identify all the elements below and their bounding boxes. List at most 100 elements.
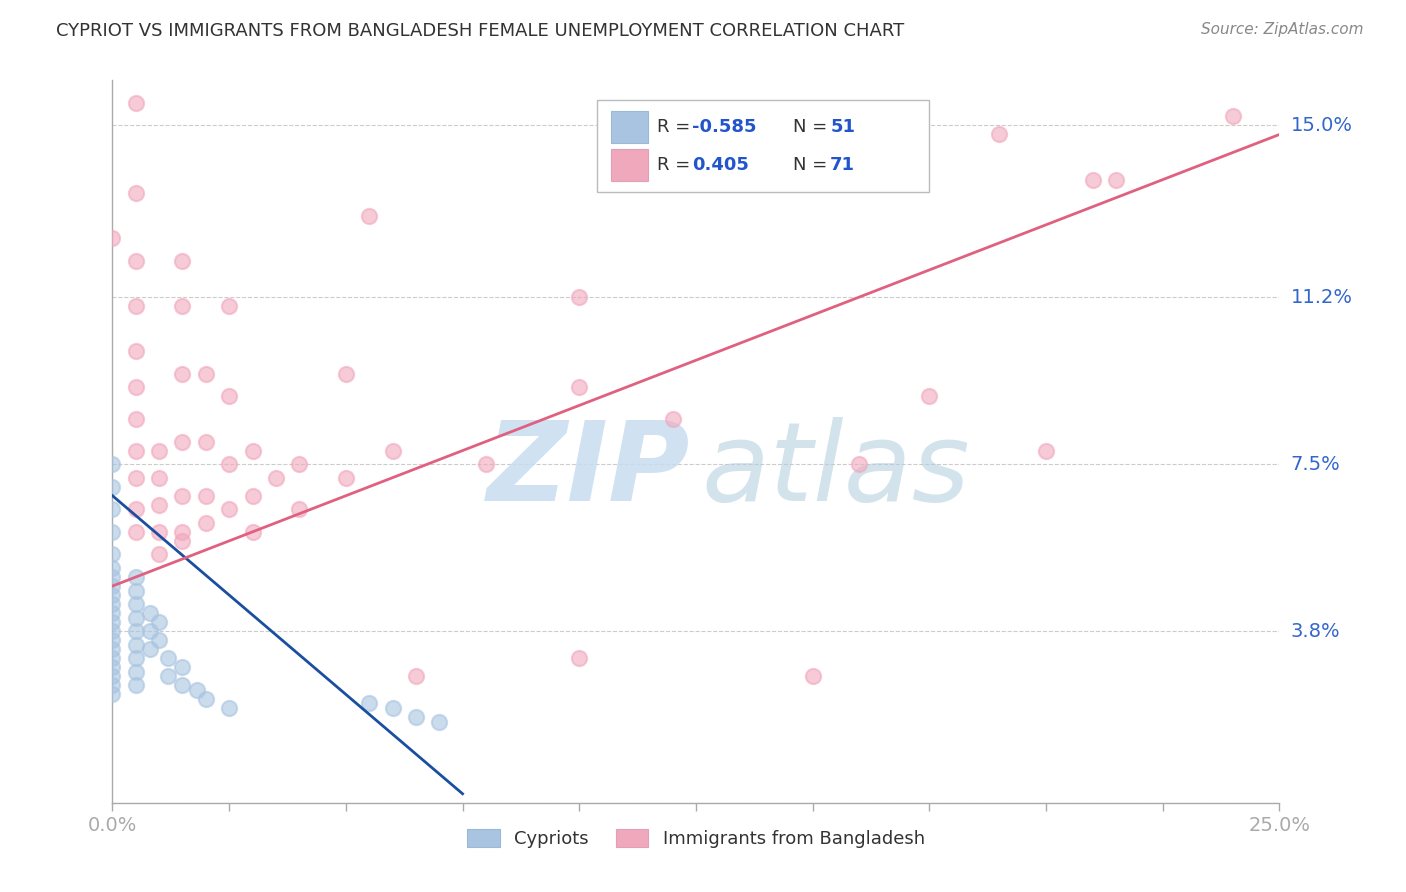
- Point: [661, 412, 683, 426]
- Point: [405, 710, 427, 724]
- Point: [172, 299, 194, 313]
- Text: N =: N =: [793, 118, 832, 136]
- Point: [172, 660, 194, 674]
- Point: [101, 457, 124, 471]
- Point: [172, 434, 194, 449]
- Point: [125, 95, 148, 110]
- Point: [288, 502, 311, 516]
- Point: [148, 498, 170, 512]
- Point: [359, 209, 381, 223]
- Point: [101, 579, 124, 593]
- Point: [801, 669, 824, 683]
- Point: [125, 502, 148, 516]
- Point: [194, 516, 217, 530]
- Point: [242, 524, 264, 539]
- Point: [242, 489, 264, 503]
- Point: [475, 457, 498, 471]
- Point: [988, 128, 1011, 142]
- Point: [172, 367, 194, 381]
- Point: [139, 606, 162, 620]
- Point: [186, 682, 208, 697]
- Point: [125, 583, 148, 598]
- Point: [125, 678, 148, 692]
- Point: [218, 502, 240, 516]
- Point: [148, 633, 170, 648]
- Point: [335, 367, 357, 381]
- Point: [381, 701, 404, 715]
- Point: [157, 669, 180, 683]
- Point: [848, 457, 870, 471]
- Text: atlas: atlas: [702, 417, 970, 524]
- Text: 7.5%: 7.5%: [1291, 455, 1340, 474]
- Point: [125, 412, 148, 426]
- Point: [101, 524, 124, 539]
- Text: -0.585: -0.585: [693, 118, 756, 136]
- Point: [101, 561, 124, 575]
- Point: [172, 253, 194, 268]
- Point: [218, 299, 240, 313]
- Point: [101, 588, 124, 602]
- Point: [1105, 172, 1128, 186]
- Text: 71: 71: [830, 156, 855, 174]
- Point: [264, 471, 287, 485]
- FancyBboxPatch shape: [596, 100, 929, 193]
- Point: [918, 389, 941, 403]
- Point: [125, 665, 148, 679]
- Text: 3.8%: 3.8%: [1291, 622, 1340, 640]
- Point: [218, 701, 240, 715]
- Point: [685, 172, 707, 186]
- Point: [101, 687, 124, 701]
- Point: [101, 678, 124, 692]
- Point: [172, 678, 194, 692]
- Text: N =: N =: [793, 156, 832, 174]
- Point: [101, 502, 124, 516]
- Point: [405, 669, 427, 683]
- Text: R =: R =: [658, 156, 702, 174]
- Point: [157, 651, 180, 665]
- Point: [194, 692, 217, 706]
- Text: 15.0%: 15.0%: [1291, 116, 1353, 135]
- Legend: Cypriots, Immigrants from Bangladesh: Cypriots, Immigrants from Bangladesh: [460, 822, 932, 855]
- Point: [148, 615, 170, 630]
- Point: [101, 669, 124, 683]
- Point: [148, 443, 170, 458]
- Point: [125, 253, 148, 268]
- Point: [1222, 109, 1244, 123]
- Point: [125, 299, 148, 313]
- Point: [568, 380, 591, 394]
- Point: [101, 480, 124, 494]
- Point: [194, 489, 217, 503]
- Point: [172, 533, 194, 548]
- Point: [125, 380, 148, 394]
- Point: [101, 651, 124, 665]
- Point: [125, 597, 148, 611]
- Point: [101, 231, 124, 245]
- Point: [125, 610, 148, 624]
- Point: [194, 367, 217, 381]
- Point: [335, 471, 357, 485]
- Point: [125, 651, 148, 665]
- Point: [148, 471, 170, 485]
- Point: [359, 697, 381, 711]
- Point: [242, 443, 264, 458]
- Text: R =: R =: [658, 118, 696, 136]
- Text: 51: 51: [830, 118, 855, 136]
- Point: [194, 434, 217, 449]
- Point: [172, 489, 194, 503]
- Point: [218, 457, 240, 471]
- Point: [101, 615, 124, 630]
- Point: [101, 633, 124, 648]
- Point: [288, 457, 311, 471]
- Point: [1081, 172, 1104, 186]
- Point: [427, 714, 450, 729]
- Point: [125, 344, 148, 359]
- Point: [125, 570, 148, 584]
- Point: [381, 443, 404, 458]
- Point: [125, 638, 148, 652]
- Point: [125, 443, 148, 458]
- Point: [101, 642, 124, 657]
- Point: [218, 389, 240, 403]
- Point: [1035, 443, 1057, 458]
- Point: [125, 186, 148, 201]
- Point: [172, 524, 194, 539]
